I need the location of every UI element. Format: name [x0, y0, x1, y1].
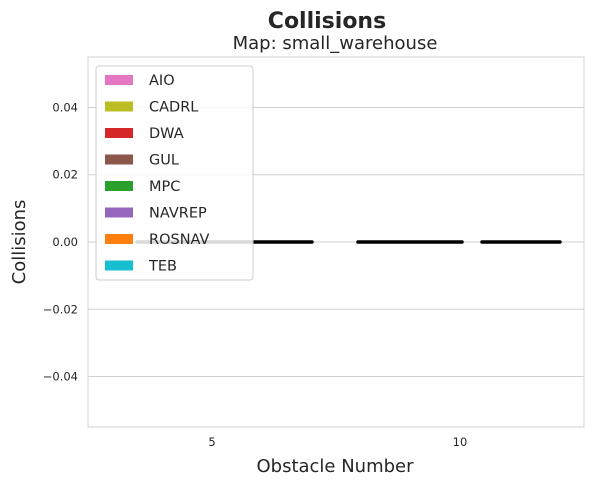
legend-swatch — [105, 207, 133, 218]
y-tick-labels: 0.04 0.02 0.00 −0.02 −0.04 — [43, 100, 78, 383]
legend[interactable]: AIO CADRL DWA GUL MPC NAVREP ROSNAV TEB — [95, 65, 254, 281]
legend-item-label[interactable]: NAVREP — [149, 206, 207, 222]
y-tick-label: 0.02 — [52, 168, 78, 182]
y-tick-label: −0.02 — [43, 302, 78, 316]
y-axis-label: Collisions — [9, 200, 30, 285]
legend-swatch — [105, 101, 133, 112]
legend-item-label[interactable]: CADRL — [149, 100, 198, 116]
x-tick-labels: 5 10 — [208, 435, 467, 449]
plot-area-frame — [87, 56, 585, 428]
legend-box — [95, 65, 254, 281]
legend-item-label[interactable]: DWA — [149, 126, 184, 142]
legend-item-label[interactable]: TEB — [148, 259, 177, 275]
x-tick-label: 5 — [208, 435, 215, 449]
legend-swatch — [105, 75, 133, 85]
chart-subtitle: Map: small_warehouse — [233, 33, 438, 54]
y-tick-label: 0.04 — [52, 100, 78, 114]
legend-item-label[interactable]: ROSNAV — [149, 232, 210, 248]
legend-swatch — [105, 234, 133, 244]
legend-swatch — [105, 260, 133, 271]
x-tick-label: 10 — [453, 435, 468, 449]
x-axis-label: Obstacle Number — [256, 456, 414, 477]
legend-item-label[interactable]: GUL — [149, 153, 179, 169]
legend-swatch — [105, 128, 133, 138]
chart-title: Collisions — [268, 9, 386, 34]
y-tick-label: 0.00 — [52, 235, 78, 249]
legend-item-label[interactable]: MPC — [149, 179, 180, 195]
legend-swatch — [105, 181, 133, 191]
y-tick-label: −0.04 — [43, 370, 78, 384]
legend-item-label[interactable]: AIO — [149, 73, 175, 89]
legend-swatch — [105, 154, 133, 165]
